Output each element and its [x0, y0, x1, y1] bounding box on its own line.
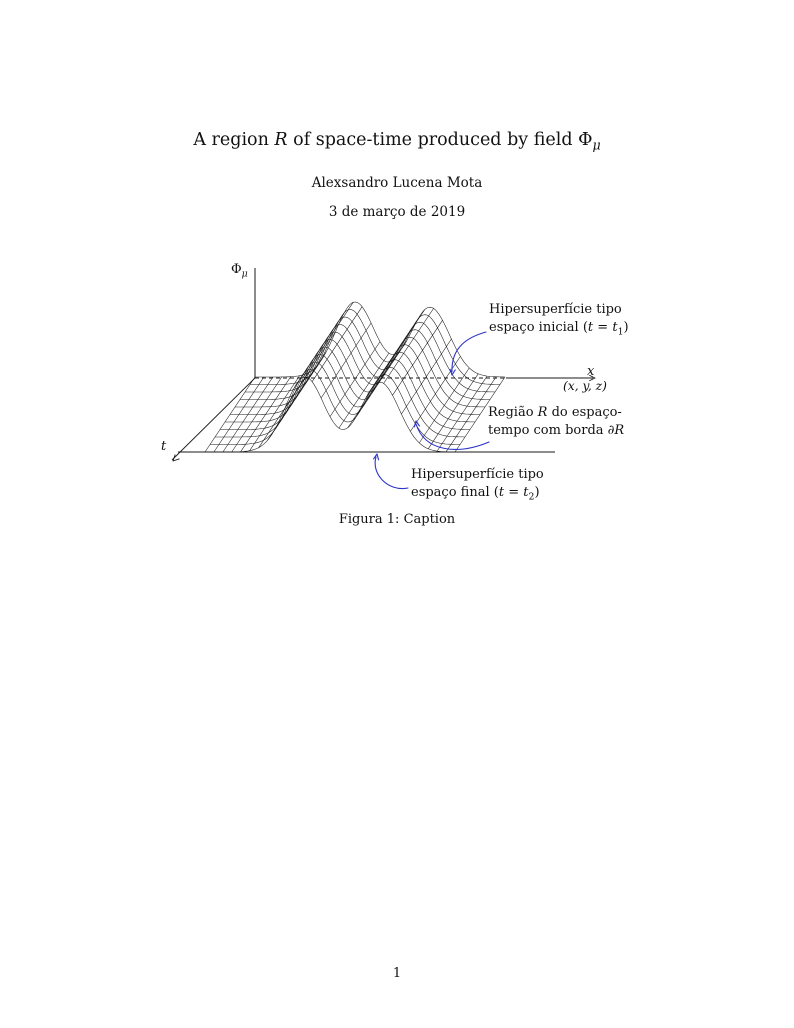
- title-phi-sub: μ: [592, 137, 601, 153]
- math-t: t: [523, 485, 529, 500]
- math-eq: =: [593, 320, 613, 335]
- arrowhead-region-R: [413, 420, 420, 428]
- math-t: t: [498, 485, 505, 500]
- mesh-t-line: [445, 376, 497, 452]
- mesh-t-line: [231, 376, 283, 453]
- page-number: 1: [392, 966, 402, 981]
- title-math-R: R: [274, 130, 288, 150]
- mesh-t-line: [258, 372, 309, 448]
- mesh-t-line: [374, 309, 425, 385]
- spacetime-figure-svg: [171, 268, 596, 490]
- mesh-t-line: [249, 375, 300, 451]
- mesh-t-line: [419, 367, 470, 444]
- annotation-final-hypersurface: Hipersuperfície tipo espaço final (t = t…: [411, 466, 544, 502]
- x-axis-arrowhead: [589, 374, 596, 382]
- annotation-final-line2: espaço final (: [411, 485, 499, 500]
- author: Alexsandro Lucena Mota: [311, 175, 483, 191]
- annotation-region-R: Região R do espaço- tempo com borda ∂R: [488, 404, 624, 440]
- mesh-t-line: [454, 376, 506, 453]
- mesh-t-line: [392, 320, 443, 396]
- mesh-t-line: [383, 308, 434, 384]
- arrow-region-R: [415, 423, 490, 450]
- mesh-t-line: [329, 341, 381, 417]
- t-axis-label: t: [161, 439, 167, 454]
- annotation-region-line2: tempo com borda: [488, 423, 608, 438]
- math-eq: =: [504, 485, 524, 500]
- title-text2: of space-time produced by field: [287, 130, 579, 150]
- figure-caption: Figura 1: Caption: [338, 512, 456, 527]
- mesh-t-line: [222, 376, 274, 453]
- mesh-t-line: [338, 352, 390, 429]
- mesh-t-line: [401, 338, 452, 415]
- mesh-profile-line: [235, 331, 486, 408]
- annotation-final-line1: Hipersuperfície tipo: [411, 467, 544, 482]
- xyz-axis-label: (x, y, z): [563, 379, 607, 393]
- mesh-t-line: [294, 312, 345, 388]
- title-phi: Φ: [578, 130, 593, 150]
- paper-title: A region R of space-time produced by fie…: [0, 128, 794, 152]
- arrowhead-final-hypersurface: [373, 453, 380, 461]
- mesh-t-line: [213, 376, 265, 453]
- phi-axis-label: Φμ: [231, 262, 248, 280]
- mesh-profile-line: [245, 316, 496, 393]
- annotation-initial-hypersurface: Hipersuperfície tipo espaço inicial (t =…: [489, 301, 629, 337]
- title-text: A region: [193, 130, 275, 150]
- arrow-final-hypersurface: [374, 456, 409, 490]
- mesh-t-line: [285, 331, 336, 408]
- math-t: t: [612, 320, 618, 335]
- wireframe-mesh: [204, 301, 506, 453]
- math-R: R: [537, 405, 548, 420]
- mesh-t-line: [436, 375, 488, 452]
- math-close: ): [534, 485, 540, 500]
- math-t: t: [587, 320, 594, 335]
- annotation-region-line1: Região: [488, 405, 538, 420]
- mesh-t-line: [320, 322, 372, 399]
- mesh-t-line: [311, 306, 363, 382]
- annotation-initial-line1: Hipersuperfície tipo: [489, 302, 622, 317]
- annotation-initial-line2: espaço inicial (: [489, 320, 588, 335]
- math-sub-1: 1: [617, 326, 624, 338]
- mesh-t-line: [240, 376, 291, 452]
- phi-symbol: Φ: [231, 262, 242, 277]
- arrow-initial-hypersurface: [451, 331, 487, 373]
- annotation-region-line1b: do espaço-: [547, 405, 622, 420]
- t-axis-line: [171, 377, 256, 461]
- mesh-t-line: [302, 302, 354, 378]
- mesh-t-line: [276, 351, 327, 427]
- math-close: ): [623, 320, 629, 335]
- math-sub-2: 2: [528, 491, 535, 503]
- mesh-t-line: [347, 352, 399, 428]
- mesh-profile-line: [250, 309, 501, 385]
- x-axis-label: x: [587, 364, 595, 379]
- mesh-t-line: [427, 373, 479, 449]
- phi-subscript: μ: [241, 268, 248, 280]
- mesh-t-line: [204, 376, 256, 453]
- math-boundary-dR: ∂R: [607, 423, 625, 438]
- date: 3 de março de 2019: [328, 204, 466, 220]
- mesh-t-line: [356, 340, 408, 416]
- t-axis-arrowhead: [172, 454, 180, 462]
- arrowhead-initial-hypersurface: [449, 368, 456, 376]
